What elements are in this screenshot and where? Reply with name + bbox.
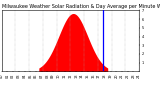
- Text: Milwaukee Weather Solar Radiation & Day Average per Minute W/m² (Today): Milwaukee Weather Solar Radiation & Day …: [2, 4, 160, 9]
